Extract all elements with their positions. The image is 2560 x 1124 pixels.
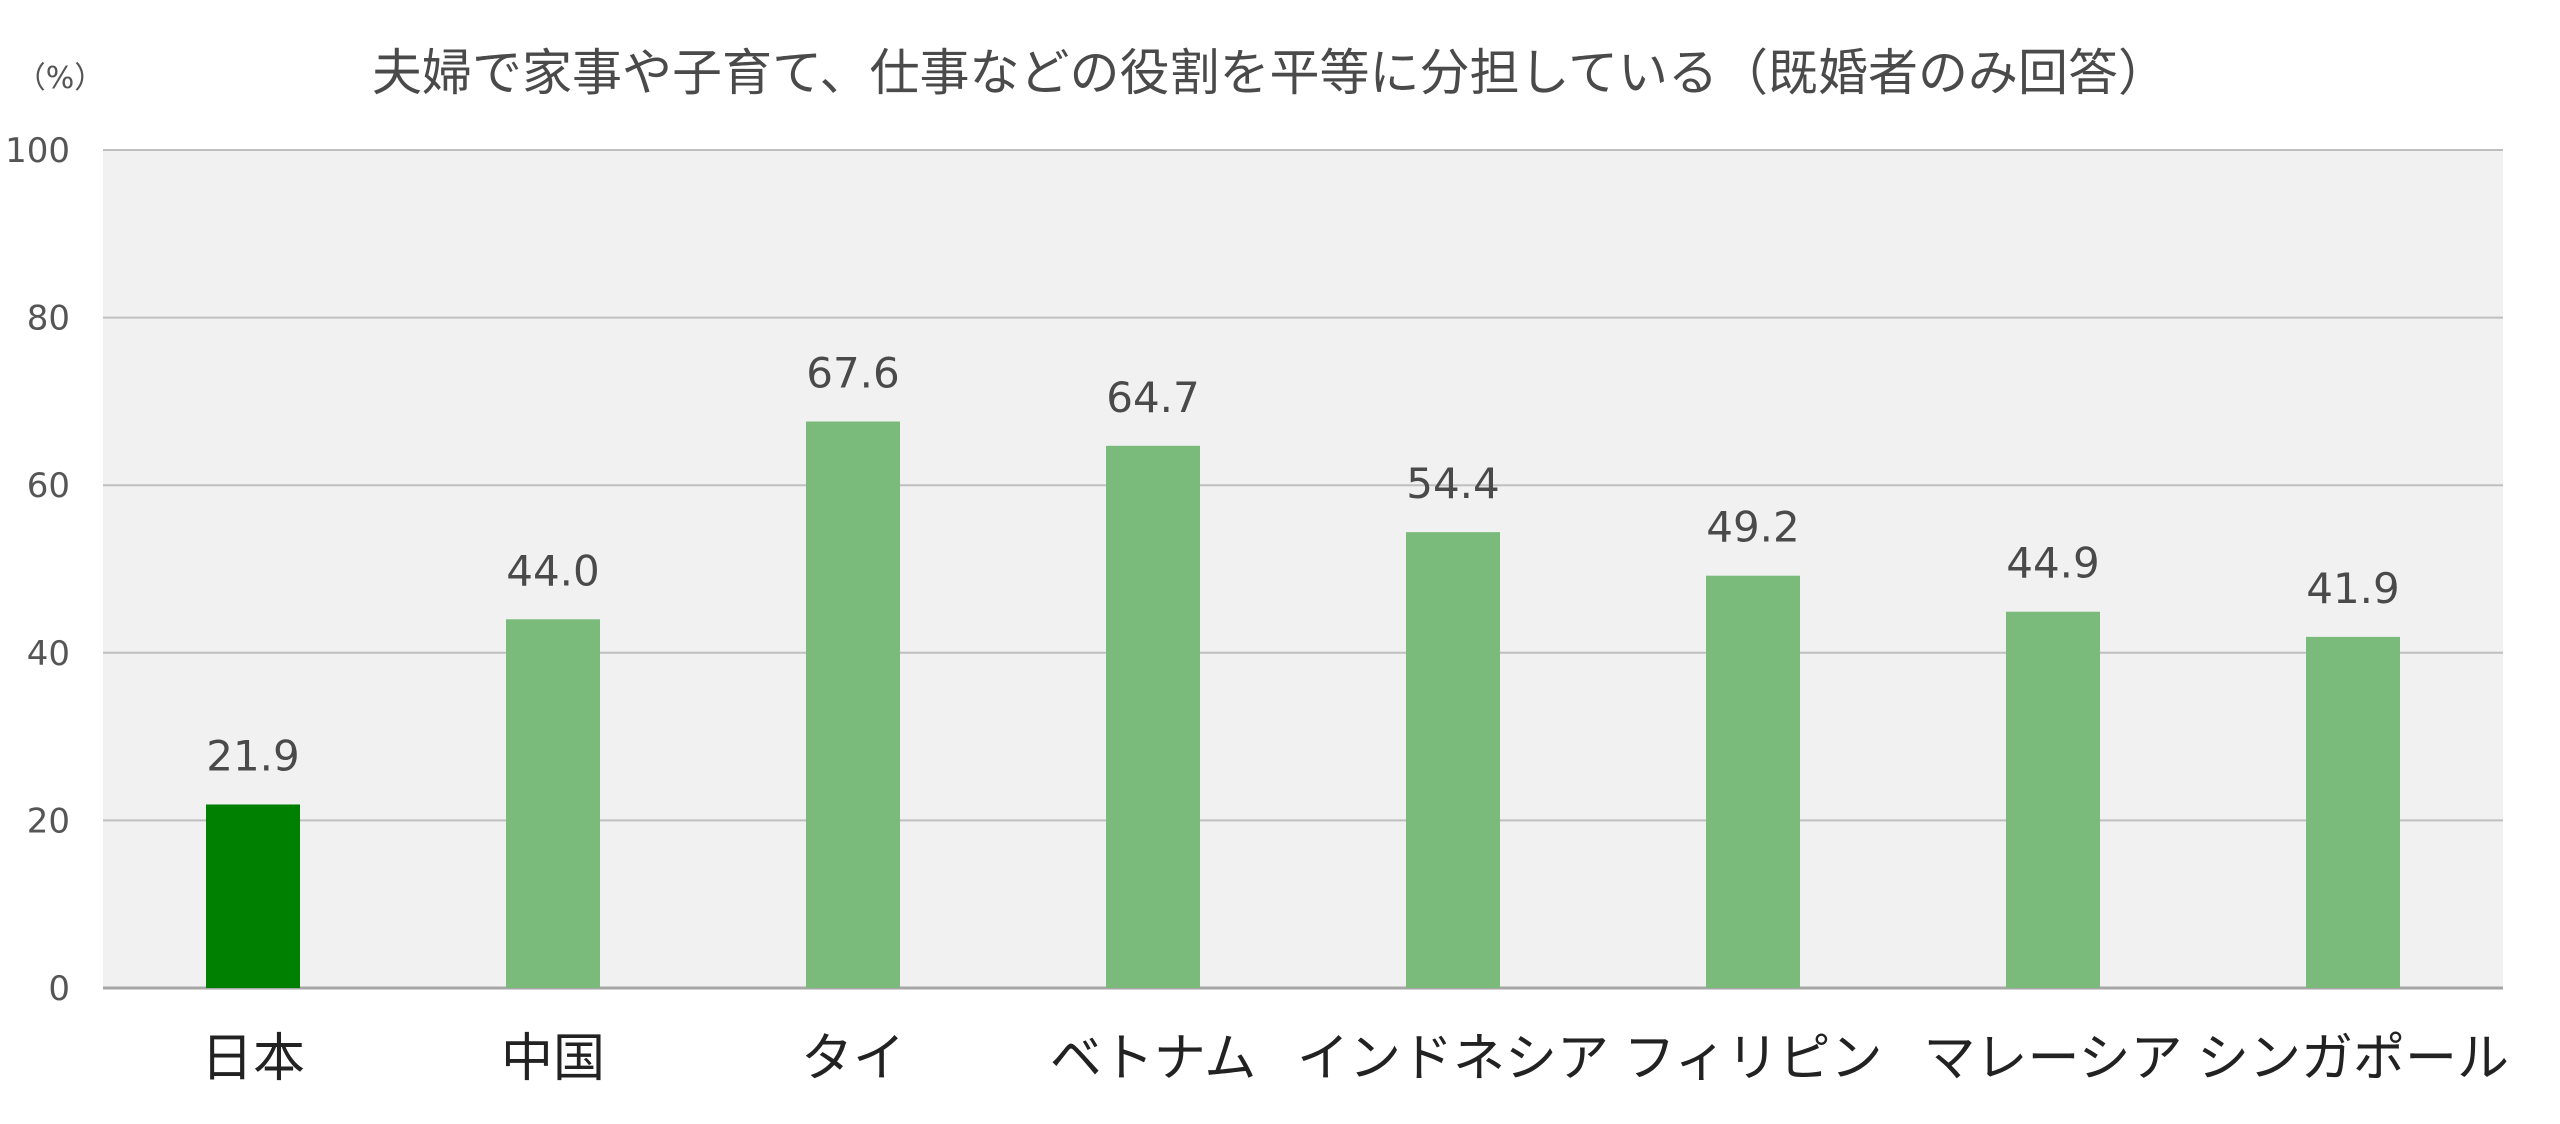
y-tick-label: 100 xyxy=(5,131,70,171)
y-axis: 0 20 40 60 80 100 xyxy=(5,131,70,1009)
bar xyxy=(2306,636,2400,988)
bar xyxy=(806,421,900,989)
x-axis: 日本 中国 タイ ベトナム インドネシア フィリピン マレーシア シンガポール xyxy=(201,1029,2509,1089)
bar xyxy=(1406,532,1500,988)
bar xyxy=(1706,575,1800,988)
y-tick-label: 60 xyxy=(27,466,70,506)
x-tick-label: シンガポール xyxy=(2197,1029,2509,1089)
bar xyxy=(206,804,300,988)
data-label: 67.6 xyxy=(806,349,900,398)
x-tick-label: ベトナム xyxy=(1050,1029,1256,1089)
x-tick-label: タイ xyxy=(801,1029,905,1089)
x-tick-label: インドネシア xyxy=(1297,1029,1609,1089)
bar xyxy=(2006,611,2100,988)
x-tick-label: 日本 xyxy=(201,1029,305,1089)
data-label: 21.9 xyxy=(206,731,300,780)
bar xyxy=(506,619,600,988)
x-tick-label: フィリピン xyxy=(1624,1029,1883,1089)
x-tick-label: 中国 xyxy=(501,1029,605,1089)
x-tick-label: マレーシア xyxy=(1924,1029,2183,1089)
y-tick-label: 80 xyxy=(27,299,70,339)
gridlines xyxy=(103,149,2503,990)
data-label: 49.2 xyxy=(1706,503,1800,552)
data-label: 44.0 xyxy=(506,546,600,595)
y-axis-unit: （%） xyxy=(16,61,105,96)
chart-title: 夫婦で家事や子育て、仕事などの役割を平等に分担している（既婚者のみ回答） xyxy=(372,44,2168,102)
bar xyxy=(1106,445,1200,989)
y-tick-label: 20 xyxy=(27,801,70,841)
data-label: 64.7 xyxy=(1106,373,1200,422)
data-labels: 21.9 44.0 67.6 64.7 54.4 49.2 44.9 41.9 xyxy=(206,349,2400,781)
data-label: 41.9 xyxy=(2306,564,2400,613)
data-label: 54.4 xyxy=(1406,459,1500,508)
plot-area xyxy=(103,150,2503,988)
y-tick-label: 40 xyxy=(27,634,70,674)
y-tick-label: 0 xyxy=(48,969,70,1009)
bars xyxy=(206,421,2400,989)
data-label: 44.9 xyxy=(2006,539,2100,588)
